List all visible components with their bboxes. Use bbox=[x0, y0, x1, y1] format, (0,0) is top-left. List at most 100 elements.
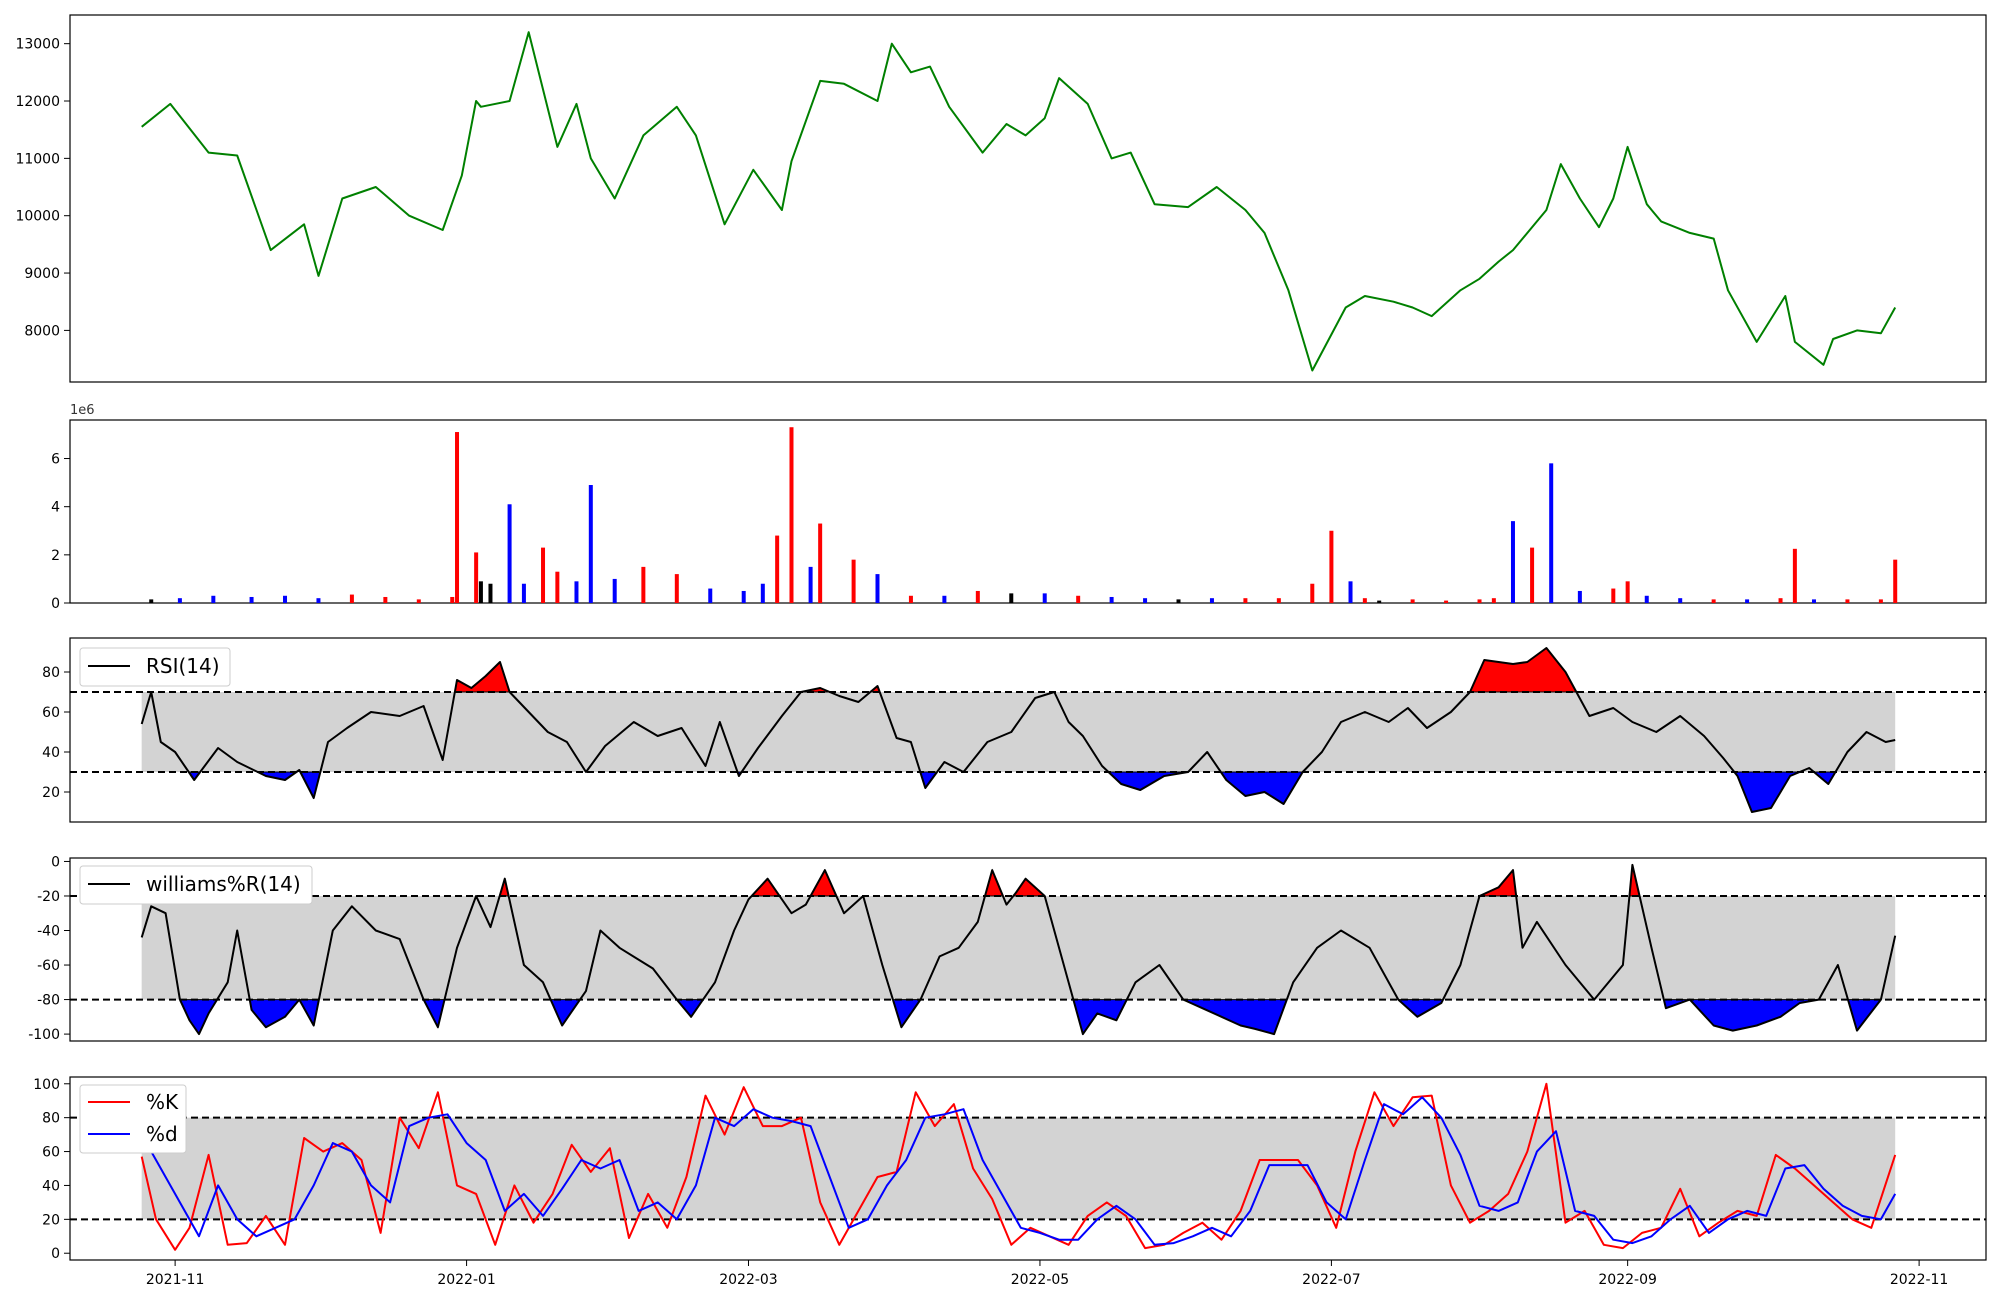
stoch-ytick-label: 60 bbox=[42, 1145, 60, 1161]
volume-bar bbox=[1577, 590, 1582, 603]
price-ytick-label: 8000 bbox=[24, 323, 60, 339]
volume-bar bbox=[1076, 595, 1081, 603]
volume-bar bbox=[488, 583, 493, 603]
volume-bar bbox=[1143, 598, 1148, 603]
volume-bar bbox=[588, 485, 593, 603]
volume-ytick-label: 4 bbox=[51, 500, 60, 516]
stoch-ytick-label: 80 bbox=[42, 1111, 60, 1127]
williams-legend: williams%R(14) bbox=[79, 865, 313, 905]
volume-bar bbox=[1878, 599, 1883, 603]
volume-bar bbox=[908, 595, 913, 603]
volume-bar bbox=[789, 427, 794, 603]
rsi-frame bbox=[69, 637, 1987, 823]
price-ytick-label: 12000 bbox=[15, 94, 60, 110]
x-tick-label: 2022-05 bbox=[1011, 1272, 1070, 1288]
rsi-line bbox=[140, 647, 1896, 813]
stoch-ytick-label: 40 bbox=[42, 1178, 60, 1194]
williams-ytick-label: -60 bbox=[37, 958, 60, 974]
price-panel: 8000 9000 10000 11000 12000 13000 bbox=[15, 14, 1987, 383]
d-legend-label: %d bbox=[146, 1122, 178, 1146]
volume-bar bbox=[851, 559, 856, 603]
williams-ytick-label: -20 bbox=[37, 889, 60, 905]
volume-bar bbox=[1611, 588, 1616, 603]
volume-bar bbox=[1811, 599, 1816, 603]
williams-oversold-fill bbox=[179, 999, 218, 1036]
rsi-ytick-label: 60 bbox=[42, 705, 60, 721]
volume-bar bbox=[1745, 599, 1750, 603]
rsi-band bbox=[141, 692, 1896, 772]
price-ytick-label: 11000 bbox=[15, 151, 60, 167]
k-legend-label: %K bbox=[146, 1090, 179, 1114]
rsi-legend-label: RSI(14) bbox=[146, 654, 220, 678]
volume-bar bbox=[450, 596, 455, 603]
volume-bar bbox=[1348, 581, 1353, 603]
stoch-ytick-label: 0 bbox=[51, 1246, 60, 1262]
volume-bar bbox=[1444, 600, 1449, 603]
volume-bar bbox=[612, 578, 617, 603]
williams-frame bbox=[69, 857, 1987, 1042]
x-tick-label: 2022-03 bbox=[719, 1272, 778, 1288]
volume-bar bbox=[1644, 595, 1649, 603]
volume-bar bbox=[1678, 598, 1683, 603]
volume-bar bbox=[942, 595, 947, 603]
rsi-ytick-label: 20 bbox=[42, 785, 60, 801]
x-tick-label: 2022-09 bbox=[1598, 1272, 1657, 1288]
x-tick-label: 2021-11 bbox=[146, 1272, 205, 1288]
volume-bar bbox=[283, 595, 288, 603]
volume-bar bbox=[1893, 559, 1898, 603]
volume-bar bbox=[1243, 598, 1248, 603]
volume-bar bbox=[1410, 599, 1415, 603]
volume-bar bbox=[478, 581, 483, 603]
williams-ytick-label: 0 bbox=[51, 854, 60, 870]
price-ytick-label: 10000 bbox=[15, 209, 60, 225]
stoch-band bbox=[141, 1117, 1896, 1220]
stoch-ytick-label: 100 bbox=[33, 1077, 60, 1093]
rsi-ytick-label: 40 bbox=[42, 745, 60, 761]
volume-bar bbox=[1549, 463, 1554, 603]
volume-bar bbox=[541, 547, 546, 603]
volume-bar bbox=[1009, 593, 1014, 603]
volume-bar bbox=[521, 583, 526, 603]
volume-axis-scale-label: 1e6 bbox=[70, 403, 95, 418]
stoch-frame bbox=[69, 1076, 1987, 1261]
price-frame bbox=[69, 14, 1987, 383]
volume-bar bbox=[316, 598, 321, 603]
volume-bar bbox=[875, 574, 880, 603]
stochastic-panel: 0 20 40 60 80 100 %K %d bbox=[33, 1076, 1987, 1262]
volume-bar bbox=[1329, 530, 1334, 603]
volume-bar bbox=[818, 523, 823, 603]
volume-bar bbox=[1625, 581, 1630, 603]
x-tick-label: 2022-11 bbox=[1890, 1272, 1949, 1288]
volume-bar bbox=[1377, 600, 1382, 603]
volume-bar bbox=[1530, 547, 1535, 603]
price-ytick-label: 13000 bbox=[15, 37, 60, 53]
volume-bar bbox=[1310, 583, 1315, 603]
volume-ytick-label: 2 bbox=[51, 548, 60, 564]
volume-bar bbox=[249, 596, 254, 603]
volume-bar bbox=[708, 588, 713, 603]
volume-bar bbox=[177, 598, 182, 603]
volume-ytick-label: 6 bbox=[51, 452, 60, 468]
volume-bar bbox=[555, 571, 560, 603]
x-tick-label: 2022-01 bbox=[437, 1272, 496, 1288]
rsi-legend: RSI(14) bbox=[79, 647, 231, 687]
volume-bar bbox=[416, 599, 421, 603]
stoch-ytick-label: 20 bbox=[42, 1212, 60, 1228]
williams-band bbox=[141, 895, 1896, 1000]
volume-bar bbox=[975, 590, 980, 603]
volume-bar bbox=[1042, 593, 1047, 603]
d-line bbox=[140, 1096, 1897, 1246]
volume-bar bbox=[1209, 598, 1214, 603]
volume-bar bbox=[760, 583, 765, 603]
volume-bar bbox=[1276, 598, 1281, 603]
volume-bar bbox=[1778, 598, 1783, 603]
volume-bar bbox=[808, 566, 813, 603]
rsi-oversold-fill bbox=[1219, 771, 1304, 805]
volume-bar bbox=[674, 574, 679, 603]
volume-bar bbox=[1477, 599, 1482, 603]
x-tick-label: 2022-07 bbox=[1302, 1272, 1361, 1288]
k-line bbox=[140, 1082, 1897, 1251]
volume-bar bbox=[641, 566, 646, 603]
volume-panel: 1e6 0 2 4 6 bbox=[51, 403, 1987, 612]
